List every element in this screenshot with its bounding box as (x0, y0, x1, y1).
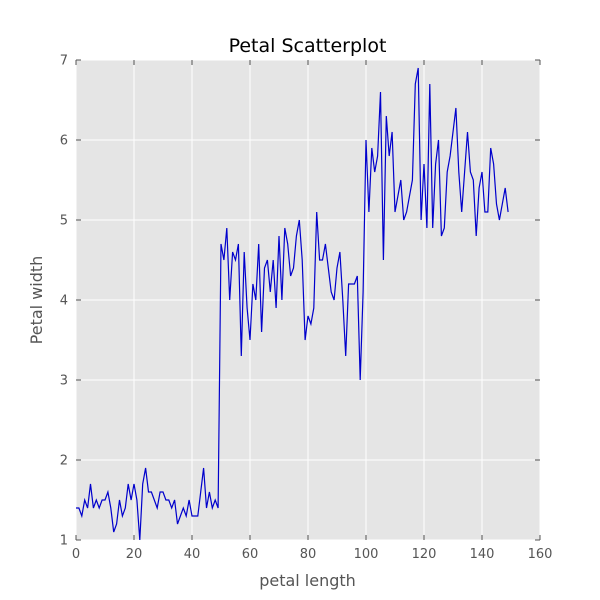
y-tick-labels: 1 2 3 4 5 6 7 (60, 54, 68, 549)
series-line (76, 67, 509, 541)
y-tick-label: 7 (60, 54, 68, 69)
y-tick-label: 4 (60, 294, 68, 309)
y-tick-label: 3 (60, 374, 68, 389)
x-tick-label: 20 (126, 547, 143, 562)
x-tick-label: 40 (184, 547, 201, 562)
x-tick-label: 140 (470, 547, 495, 562)
y-tick-label: 6 (60, 134, 68, 149)
y-tick-label: 1 (60, 534, 68, 549)
chart-title: Petal Scatterplot (229, 35, 387, 57)
x-tick-label: 0 (72, 547, 80, 562)
x-tick-label: 120 (412, 547, 437, 562)
x-tick-label: 60 (242, 547, 259, 562)
y-axis-label: Petal width (27, 256, 46, 345)
y-tick-label: 2 (60, 454, 68, 469)
x-tick-label: 160 (528, 547, 553, 562)
tick-marks (75, 59, 541, 541)
x-tick-label: 80 (300, 547, 317, 562)
x-axis-label: petal length (259, 571, 356, 590)
x-tick-labels: 0 20 40 60 80 100 120 140 160 (72, 547, 553, 562)
x-tick-label: 100 (354, 547, 379, 562)
y-tick-label: 5 (60, 214, 68, 229)
